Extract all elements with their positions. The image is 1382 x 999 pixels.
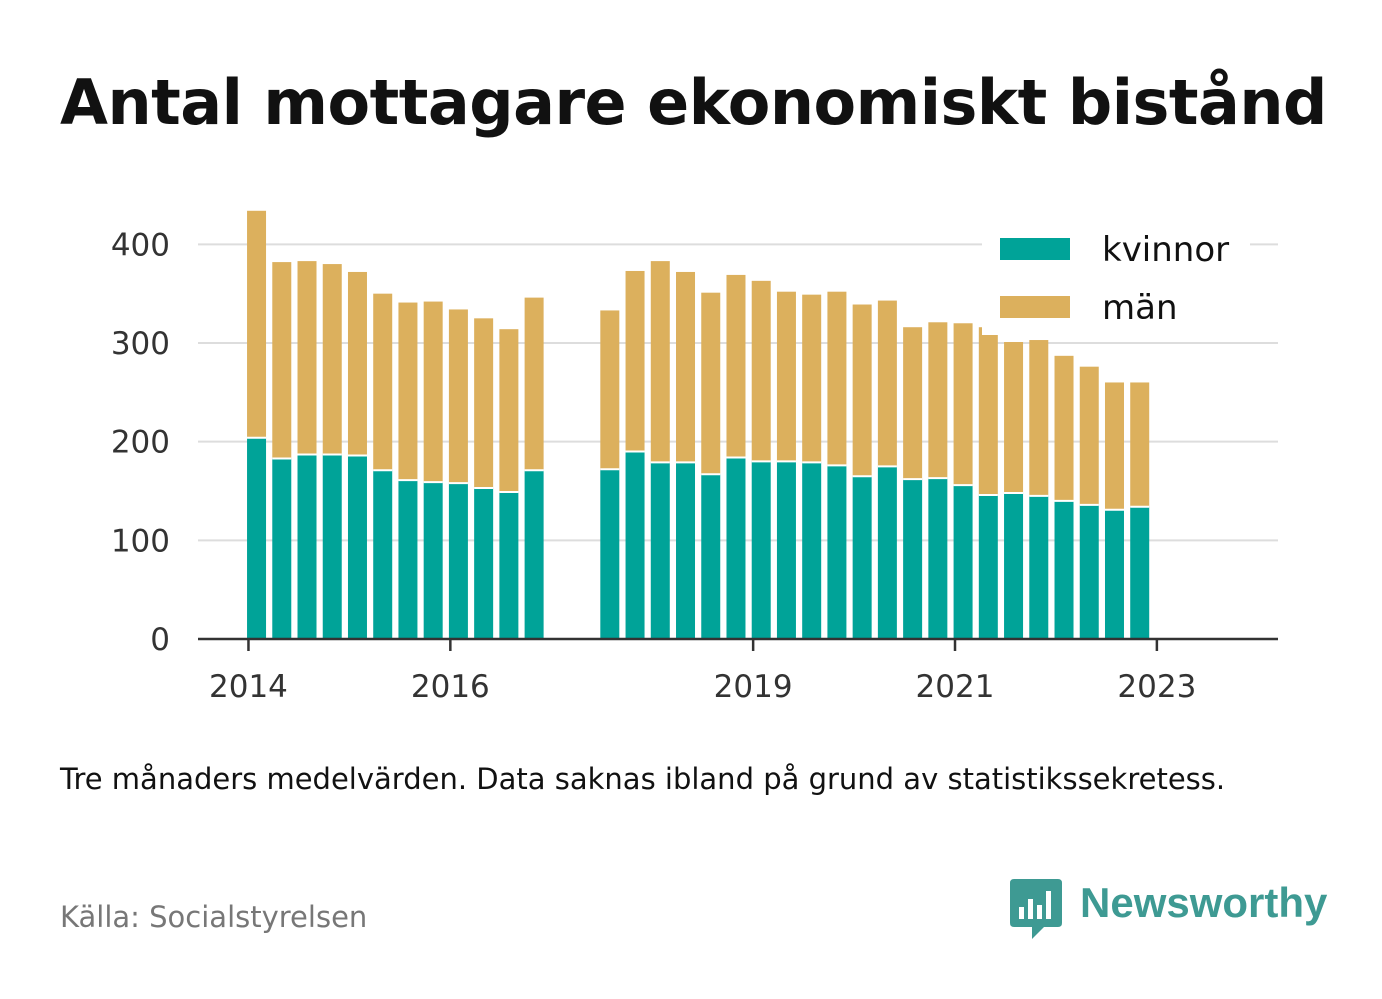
- x-tick-label: 2021: [916, 669, 995, 705]
- y-tick-label: 400: [111, 227, 170, 263]
- bar-man: [726, 274, 746, 458]
- bar-man: [272, 262, 292, 459]
- x-tick-label: 2019: [714, 669, 793, 705]
- bar-kvinnor: [625, 451, 645, 639]
- y-tick-label: 100: [111, 523, 170, 559]
- bar-kvinnor: [776, 461, 796, 639]
- bar-kvinnor: [448, 483, 468, 639]
- bar-kvinnor: [676, 462, 696, 639]
- bar-kvinnor: [650, 462, 670, 639]
- bar-man: [928, 322, 948, 479]
- source-label: Källa: Socialstyrelsen: [60, 900, 368, 934]
- bar-man: [978, 327, 998, 495]
- bar-man: [751, 280, 771, 462]
- bar-kvinnor: [398, 480, 418, 639]
- brand-name: Newsworthy: [1080, 879, 1328, 926]
- bar-kvinnor: [827, 465, 847, 639]
- bar-man: [448, 309, 468, 484]
- legend: kvinnor män: [982, 225, 1250, 335]
- bar-kvinnor: [953, 485, 973, 639]
- bar-man: [852, 304, 872, 477]
- bar-kvinnor: [347, 455, 367, 639]
- bar-man: [1079, 366, 1099, 505]
- bar-man: [1029, 340, 1049, 496]
- bar-kvinnor: [373, 470, 393, 639]
- bar-man: [1104, 382, 1124, 510]
- newsworthy-logo-icon: [1010, 879, 1062, 939]
- bar-kvinnor: [600, 469, 620, 639]
- bar-man: [802, 294, 822, 463]
- axes: 0 100 200 300 400 2014 2016 2019 2021 2023: [111, 227, 1278, 705]
- bar-man: [373, 293, 393, 471]
- bar-man: [953, 323, 973, 486]
- legend-swatch-man: [1000, 296, 1070, 318]
- bar-kvinnor: [701, 474, 721, 639]
- x-tick-label: 2014: [209, 669, 288, 705]
- bar-kvinnor: [928, 478, 948, 639]
- bar-man: [1130, 382, 1150, 507]
- bar-man: [474, 318, 494, 489]
- bar-kvinnor: [1029, 495, 1049, 639]
- bar-man: [423, 301, 443, 483]
- x-tick-label: 2023: [1117, 669, 1196, 705]
- bar-man: [600, 310, 620, 470]
- bar-kvinnor: [903, 479, 923, 639]
- legend-label-man: män: [1102, 288, 1178, 328]
- bar-man: [398, 302, 418, 481]
- x-tick-label: 2016: [411, 669, 490, 705]
- bar-man: [1054, 355, 1074, 501]
- bar-man: [877, 300, 897, 467]
- bar-man: [903, 327, 923, 480]
- bar-man: [322, 264, 342, 455]
- bar-kvinnor: [1054, 500, 1074, 639]
- bar-kvinnor: [272, 458, 292, 639]
- bar-kvinnor: [1004, 492, 1024, 639]
- bar-kvinnor: [751, 461, 771, 639]
- bar-man: [776, 291, 796, 462]
- bar-man: [524, 297, 544, 471]
- bar-man: [247, 210, 267, 438]
- bar-kvinnor: [1079, 504, 1099, 639]
- bar-kvinnor: [1104, 509, 1124, 639]
- bar-kvinnor: [297, 454, 317, 639]
- bar-kvinnor: [1130, 506, 1150, 639]
- chart-title: Antal mottagare ekonomiskt bistånd: [60, 66, 1327, 139]
- legend-label-kvinnor: kvinnor: [1102, 230, 1229, 270]
- bar-kvinnor: [322, 454, 342, 639]
- bar-kvinnor: [524, 470, 544, 639]
- bars: [247, 0, 1225, 639]
- bar-man: [676, 271, 696, 463]
- bar-chart: 0 100 200 300 400 2014 2016 2019 2021 2023 kvinno…: [110, 0, 1278, 705]
- bar-man: [297, 261, 317, 455]
- bar-kvinnor: [852, 476, 872, 639]
- legend-swatch-kvinnor: [1000, 238, 1070, 260]
- y-tick-label: 300: [111, 326, 170, 362]
- bar-man: [625, 270, 645, 452]
- bar-man: [650, 261, 670, 463]
- bar-kvinnor: [247, 437, 267, 639]
- chart-note: Tre månaders medelvärden. Data saknas ib…: [60, 762, 1226, 796]
- bar-kvinnor: [877, 466, 897, 639]
- bar-kvinnor: [726, 457, 746, 639]
- bar-man: [499, 329, 519, 492]
- y-tick-label: 0: [150, 622, 170, 658]
- bar-kvinnor: [474, 488, 494, 639]
- bar-kvinnor: [978, 494, 998, 639]
- bar-man: [347, 271, 367, 456]
- bar-kvinnor: [499, 491, 519, 639]
- bar-man: [701, 292, 721, 475]
- bar-kvinnor: [802, 462, 822, 639]
- y-tick-label: 200: [111, 425, 170, 461]
- bar-man: [827, 291, 847, 466]
- bar-kvinnor: [423, 482, 443, 639]
- bar-man: [1004, 342, 1024, 493]
